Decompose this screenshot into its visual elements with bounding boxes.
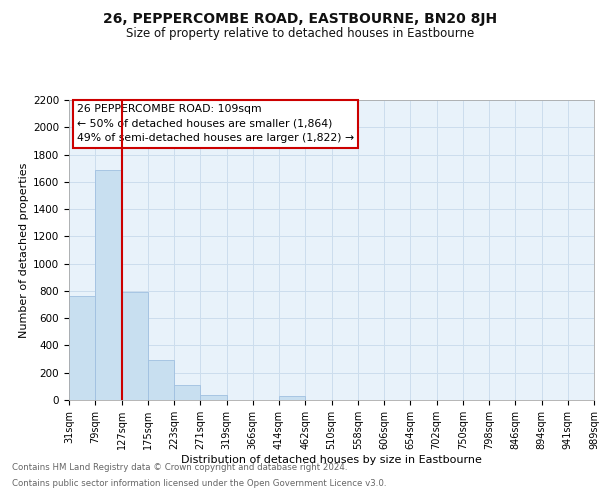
Bar	[279, 396, 305, 400]
Text: 26, PEPPERCOMBE ROAD, EASTBOURNE, BN20 8JH: 26, PEPPERCOMBE ROAD, EASTBOURNE, BN20 8…	[103, 12, 497, 26]
Bar	[148, 360, 174, 400]
Text: 26 PEPPERCOMBE ROAD: 109sqm
← 50% of detached houses are smaller (1,864)
49% of : 26 PEPPERCOMBE ROAD: 109sqm ← 50% of det…	[77, 104, 354, 144]
Bar	[95, 170, 121, 400]
Bar	[69, 296, 95, 400]
Bar	[174, 385, 200, 400]
Y-axis label: Number of detached properties: Number of detached properties	[19, 162, 29, 338]
Text: Size of property relative to detached houses in Eastbourne: Size of property relative to detached ho…	[126, 28, 474, 40]
Text: Contains HM Land Registry data © Crown copyright and database right 2024.: Contains HM Land Registry data © Crown c…	[12, 464, 347, 472]
X-axis label: Distribution of detached houses by size in Eastbourne: Distribution of detached houses by size …	[181, 454, 482, 464]
Bar	[121, 292, 148, 400]
Text: Contains public sector information licensed under the Open Government Licence v3: Contains public sector information licen…	[12, 478, 386, 488]
Bar	[200, 395, 227, 400]
